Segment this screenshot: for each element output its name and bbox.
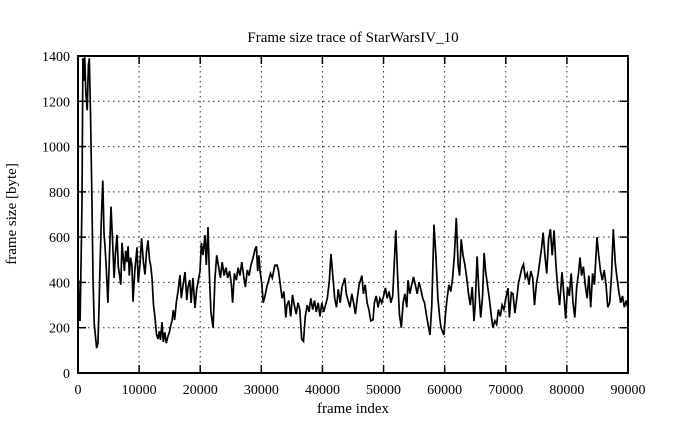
y-tick-label: 1000	[42, 141, 70, 156]
tick-labels: 0 10000 20000 30000 40000 50000 60000 70000 8000…	[42, 50, 646, 398]
x-tick-label: 80000	[549, 383, 584, 398]
x-tick-label: 20000	[183, 383, 218, 398]
y-tick-label: 1200	[42, 95, 70, 110]
y-tick-label: 400	[49, 276, 70, 291]
y-tick-label: 200	[49, 322, 70, 337]
x-tick-label: 70000	[488, 383, 523, 398]
plot-border	[77, 55, 629, 374]
x-tick-label: 30000	[244, 383, 279, 398]
x-tick-label: 90000	[611, 383, 646, 398]
data-line	[77, 57, 629, 349]
x-tick-label: 10000	[122, 383, 157, 398]
x-tick-label: 50000	[366, 383, 401, 398]
x-axis-label: frame index	[317, 401, 390, 417]
grid-lines	[78, 56, 628, 373]
x-tick-label: 60000	[427, 383, 462, 398]
chart-title: Frame size trace of StarWarsIV_10	[247, 30, 458, 46]
y-tick-label: 600	[49, 231, 70, 246]
y-tick-label: 1400	[42, 50, 70, 65]
y-tick-label: 800	[49, 186, 70, 201]
y-axis-label: frame size [byte]	[4, 163, 20, 265]
series-frame-size	[77, 57, 629, 349]
plot-border-rect	[77, 55, 629, 374]
tick-marks	[77, 55, 629, 374]
y-tick-label: 0	[63, 367, 70, 382]
x-tick-label: 40000	[305, 383, 340, 398]
x-tick-label: 0	[75, 383, 82, 398]
